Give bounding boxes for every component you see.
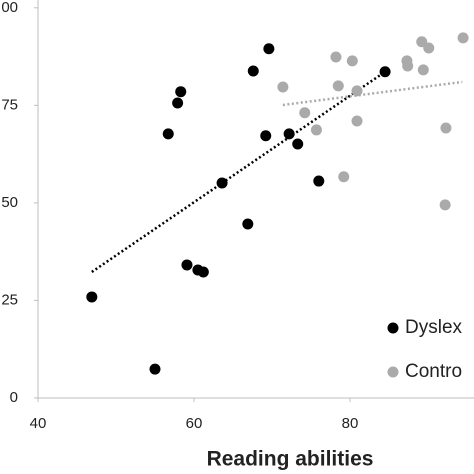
- data-point: [263, 43, 275, 55]
- x-tick-label: 80: [342, 415, 359, 432]
- data-point: [439, 199, 451, 211]
- data-point: [197, 266, 209, 278]
- data-point: [172, 97, 184, 109]
- x-axis-label: Reading abilities: [207, 448, 374, 471]
- data-point: [440, 122, 452, 134]
- data-point: [338, 171, 350, 183]
- data-point: [457, 32, 469, 44]
- data-point: [330, 51, 342, 63]
- trendline: [282, 80, 463, 107]
- data-point: [86, 291, 98, 303]
- data-point: [247, 65, 259, 77]
- data-point: [313, 175, 325, 187]
- data-point: [417, 64, 429, 76]
- data-point: [351, 115, 363, 127]
- data-point: [149, 363, 161, 375]
- x-tick-label: 40: [30, 415, 47, 432]
- data-point: [260, 130, 272, 142]
- y-tick-label: 75: [1, 96, 18, 113]
- data-point: [277, 81, 289, 93]
- legend-label: Contro: [405, 361, 462, 382]
- legend-marker: [387, 366, 399, 378]
- legend-marker: [387, 322, 399, 334]
- data-point: [351, 85, 363, 97]
- data-point: [379, 66, 391, 78]
- data-point: [283, 128, 295, 140]
- data-point: [175, 86, 187, 98]
- data-point: [299, 107, 311, 119]
- trendline: [91, 70, 386, 273]
- data-point: [216, 177, 228, 189]
- data-point: [402, 60, 414, 72]
- y-tick-label: 25: [1, 291, 18, 308]
- data-point: [332, 80, 344, 92]
- y-tick-label: 00: [1, 0, 18, 16]
- legend-label: Dyslex: [405, 317, 463, 338]
- data-point: [423, 42, 435, 54]
- y-tick-label: 50: [1, 194, 18, 211]
- data-point: [162, 128, 174, 140]
- data-point: [346, 55, 358, 67]
- data-point: [416, 36, 428, 48]
- y-tick-label: 0: [10, 389, 18, 406]
- data-point: [181, 259, 193, 271]
- data-point: [242, 218, 254, 230]
- x-tick-label: 60: [186, 415, 203, 432]
- data-point: [292, 138, 304, 150]
- data-point: [310, 124, 322, 136]
